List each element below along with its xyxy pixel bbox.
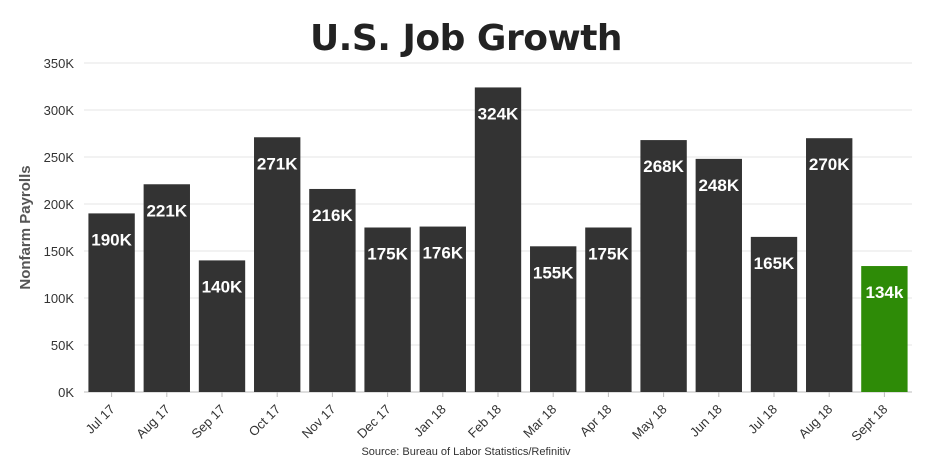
y-tick-label: 50K (51, 338, 74, 353)
bar (585, 227, 632, 392)
y-tick-label: 350K (44, 56, 75, 71)
x-tick-label: Sept 18 (848, 402, 890, 444)
data-label: 324K (478, 104, 519, 123)
data-label: 134k (865, 283, 903, 302)
data-label: 190K (91, 230, 132, 249)
y-tick-label: 250K (44, 150, 75, 165)
x-tick-label: Jun 18 (687, 402, 725, 440)
bar (254, 137, 301, 392)
bar (88, 213, 135, 392)
bar (750, 236, 798, 392)
y-axis: 0K 50K 100K 150K 200K 250K 300K 350K (44, 56, 75, 400)
y-axis-label: Nonfarm Payrolls (17, 165, 34, 289)
x-tick-label: Mar 18 (520, 402, 559, 441)
bar (309, 188, 356, 392)
x-tick-label: Apr 18 (577, 402, 615, 440)
bar (474, 87, 522, 392)
data-label: 175K (588, 245, 629, 264)
y-tick-label: 200K (44, 197, 75, 212)
data-labels: 190K 221K 140K 271K 216K 175K 176K 324K 155K 175K… (91, 104, 904, 302)
x-tick-label: Oct 17 (246, 402, 284, 440)
bar (695, 158, 742, 392)
bar (640, 140, 687, 392)
data-label: 175K (367, 245, 408, 264)
data-label: 165K (754, 254, 795, 273)
data-label: 270K (809, 155, 850, 174)
bar (143, 184, 190, 392)
x-tick-label: Jul 17 (83, 402, 118, 437)
x-tick-label: Aug 18 (796, 402, 836, 442)
bar (530, 246, 577, 392)
x-tick-label: Feb 18 (465, 402, 504, 441)
y-tick-label: 300K (44, 103, 75, 118)
data-label: 140K (202, 277, 243, 296)
x-axis: Jul 17 Aug 17 Sep 17 Oct 17 Nov 17 Dec 17 Jan … (83, 392, 891, 444)
source-note: Source: Bureau of Labor Statistics/Refin… (361, 446, 571, 458)
x-tick-label: Sep 17 (188, 402, 228, 442)
bars (88, 87, 908, 392)
x-tick-label: Aug 17 (133, 402, 173, 442)
y-tick-label: 100K (44, 291, 75, 306)
x-tick-label: Nov 17 (299, 402, 339, 442)
chart-title: U.S. Job Growth (309, 18, 623, 59)
bar (861, 266, 908, 392)
data-label: 176K (422, 244, 463, 263)
data-label: 221K (146, 201, 187, 220)
x-tick-label: Jan 18 (411, 402, 449, 440)
x-tick-label: Dec 17 (354, 402, 394, 442)
data-label: 268K (643, 157, 684, 176)
bar (419, 226, 466, 392)
x-tick-label: May 18 (629, 402, 670, 443)
bar (198, 260, 246, 392)
y-tick-label: 150K (44, 244, 75, 259)
data-label: 216K (312, 206, 353, 225)
data-label: 248K (698, 176, 739, 195)
x-tick-label: Jul 18 (745, 402, 780, 437)
data-label: 155K (533, 263, 574, 282)
y-tick-label: 0K (58, 385, 74, 400)
data-label: 271K (257, 154, 298, 173)
bar (364, 227, 411, 392)
bar (806, 138, 853, 392)
